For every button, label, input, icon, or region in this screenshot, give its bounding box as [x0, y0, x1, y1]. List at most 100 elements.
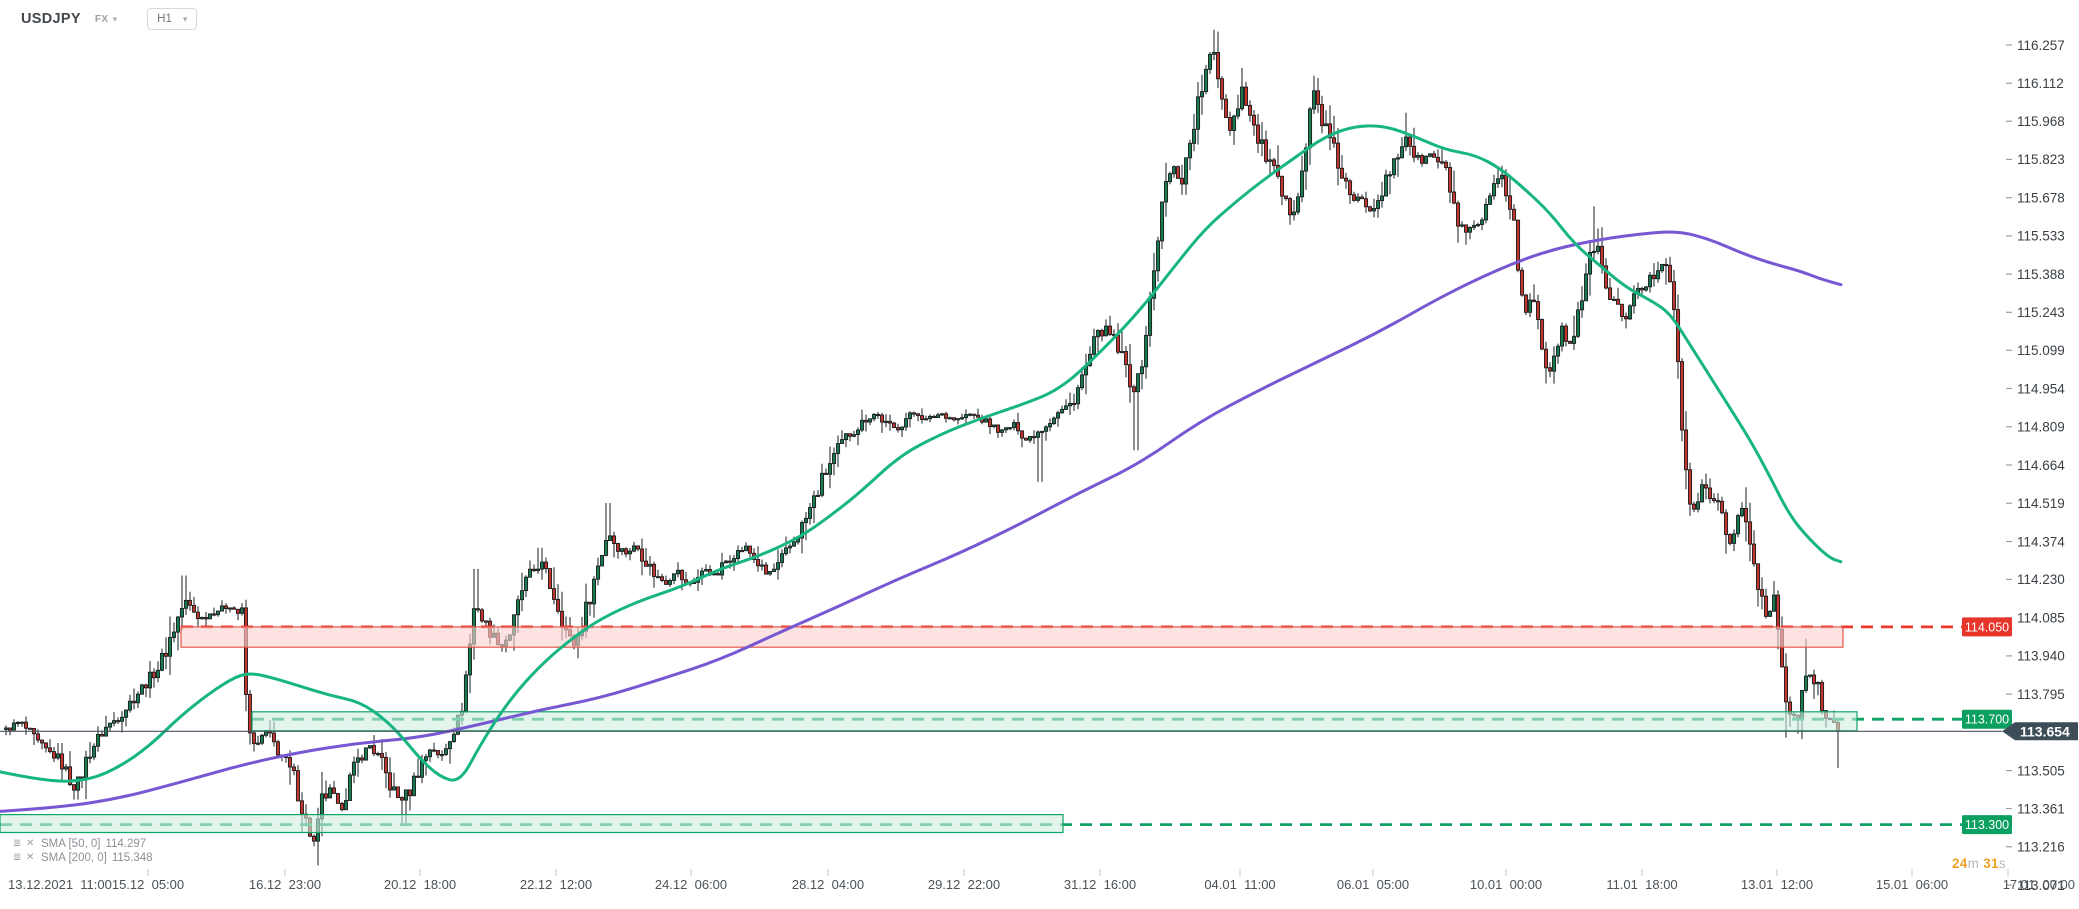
candle-body-up	[628, 550, 633, 555]
candle-body-down	[876, 413, 881, 417]
candle-body-down	[1524, 294, 1529, 313]
candle-body-down	[664, 580, 669, 585]
candle-body-up	[1556, 345, 1561, 357]
support-zone[interactable]	[0, 813, 1064, 834]
candle-body-up	[984, 418, 989, 423]
candle-body-up	[1304, 147, 1309, 172]
timeframe-dropdown[interactable]: H1 ▾	[147, 8, 198, 30]
y-axis-label: 115.099	[2017, 343, 2065, 358]
candle-body-down	[1440, 161, 1445, 164]
indicator-remove-icon[interactable]: ✕	[26, 838, 35, 849]
indicator-remove-icon[interactable]: ✕	[26, 852, 35, 863]
candle-body-down	[848, 433, 853, 437]
candle-body-up	[1628, 305, 1633, 320]
candle-body-up	[968, 413, 973, 416]
candle-body-up	[964, 414, 969, 419]
candle-body-down	[211, 613, 216, 616]
candle-body-up	[1736, 515, 1741, 535]
candle-body-up	[600, 554, 605, 567]
support-badge-bg[interactable]	[1962, 815, 2012, 835]
candle-body-down	[1364, 198, 1369, 208]
candle-body-down	[475, 608, 480, 611]
candle-body-up	[1196, 96, 1201, 130]
candle-body-up	[183, 599, 188, 609]
candle-body-down	[1708, 487, 1713, 500]
candle-body-down	[335, 793, 340, 804]
price-levels[interactable]	[0, 625, 1962, 834]
candle-body-up	[1168, 173, 1173, 183]
candle-body-up	[1164, 181, 1169, 203]
candle-body-down	[203, 617, 208, 620]
candle-body-down	[764, 564, 769, 575]
candle-body-down	[1764, 595, 1769, 617]
market-label[interactable]: FX	[94, 13, 109, 25]
chevron-down-icon[interactable]: ▾	[112, 13, 118, 24]
candle-body-down	[435, 750, 440, 756]
y-axis: 116.257 116.112 115.968 115.823 115.678 115.5…	[2006, 38, 2065, 893]
x-axis-label: 24.12 06:00	[655, 877, 727, 892]
candle-body-up	[1612, 298, 1617, 301]
candle-body-up	[64, 766, 69, 770]
sma-200-line[interactable]	[0, 230, 1843, 813]
candle-body-down	[235, 608, 240, 614]
candle-body-down	[916, 413, 921, 417]
timer-minutes: 24	[1952, 856, 1968, 871]
candle-body-down	[1220, 78, 1225, 100]
candle-body-up	[540, 561, 545, 570]
candle-body-up	[1656, 270, 1661, 280]
candle-body-down	[716, 573, 721, 576]
candle-body-down	[560, 610, 565, 628]
y-axis-label: 113.795	[2017, 687, 2065, 702]
indicator-settings-icon[interactable]: ≣	[13, 838, 22, 849]
support-price-badge[interactable]: 113.300	[1962, 815, 2012, 835]
indicator-settings-icon[interactable]: ≣	[13, 852, 22, 863]
candle-body-up	[1308, 108, 1313, 149]
candle-body-down	[680, 569, 685, 581]
candle-body-up	[908, 412, 913, 420]
support-badge-bg[interactable]	[1962, 709, 2012, 729]
candle-body-up	[4, 727, 9, 730]
candle-body-up	[179, 607, 184, 618]
candle-body-down	[548, 568, 553, 590]
candle-body-down	[1216, 52, 1221, 80]
candle-body-up	[451, 733, 456, 743]
candle-body-up	[1400, 146, 1405, 159]
candle-body-down	[1280, 175, 1285, 197]
candle-body-up	[992, 424, 997, 428]
candle-body-down	[1100, 329, 1105, 337]
candle-body-down	[1812, 674, 1817, 685]
y-axis-label: 115.388	[2017, 267, 2065, 282]
candle-body-up	[776, 562, 781, 570]
candle-body-down	[1128, 364, 1133, 388]
current-price-badge-bg	[2002, 722, 2078, 741]
candle-body-up	[84, 756, 89, 779]
resistance-price-badge[interactable]: 114.050	[1962, 617, 2012, 637]
y-axis-label: 115.968	[2017, 114, 2065, 129]
candle-body-down	[1684, 429, 1689, 471]
candle-body-up	[1392, 158, 1397, 176]
candle-body-down	[1616, 298, 1621, 305]
resistance-badge-label: 114.050	[1965, 620, 2009, 634]
candle-body-up	[1484, 203, 1489, 221]
candle-body-down	[888, 420, 893, 424]
resistance-zone[interactable]	[180, 626, 1844, 648]
candle-body-up	[1040, 430, 1045, 433]
candle-body-down	[371, 745, 376, 755]
candle-body-down	[1444, 161, 1449, 168]
candle-body-down	[1420, 155, 1425, 164]
candle-body-up	[1804, 675, 1809, 691]
support-price-badge[interactable]: 113.700	[1962, 709, 2012, 729]
y-axis-label: 114.085	[2017, 611, 2065, 626]
candle-body-down	[52, 751, 57, 759]
sma-50-line[interactable]	[0, 124, 1843, 783]
candle-body-down	[72, 784, 77, 791]
candle-body-down	[331, 787, 336, 794]
x-axis-label: 15.12 05:00	[112, 877, 184, 892]
y-axis-label: 114.230	[2017, 572, 2065, 587]
candle-body-down	[824, 472, 829, 475]
candle-body-down	[1624, 316, 1629, 320]
candle-body-down	[1692, 503, 1697, 510]
resistance-badge-bg[interactable]	[1962, 617, 2012, 637]
candle-body-up	[155, 669, 160, 679]
